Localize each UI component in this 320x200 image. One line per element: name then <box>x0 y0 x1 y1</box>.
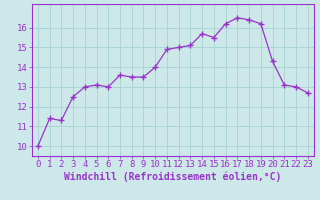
X-axis label: Windchill (Refroidissement éolien,°C): Windchill (Refroidissement éolien,°C) <box>64 172 282 182</box>
